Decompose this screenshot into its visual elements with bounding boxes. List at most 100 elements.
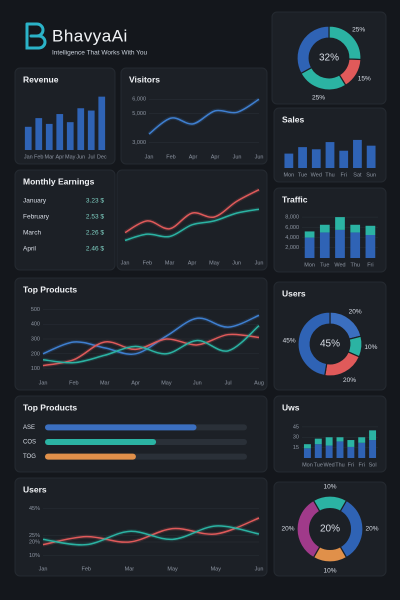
- bar: [325, 437, 333, 446]
- x-tick-label: Jun: [255, 260, 264, 266]
- bar: [24, 126, 32, 150]
- y-tick-label: 6,000: [132, 97, 146, 103]
- x-tick-label: Mon: [304, 262, 315, 268]
- line: [124, 208, 260, 242]
- x-tick-label: Feb: [143, 260, 152, 266]
- panel: [14, 169, 116, 271]
- bar: [358, 442, 366, 458]
- y-tick-label: 45%: [29, 506, 40, 512]
- bar: [314, 438, 322, 445]
- x-tick-label: Thu: [325, 172, 334, 178]
- bar: [358, 437, 366, 443]
- x-tick-label: Mar: [100, 380, 110, 386]
- panel: [273, 395, 387, 473]
- bar: [353, 139, 362, 168]
- x-tick-label: Fri: [348, 462, 354, 468]
- x-tick-label: Fri: [341, 172, 347, 178]
- x-tick-label: Wed: [324, 462, 335, 468]
- bar: [325, 142, 335, 168]
- x-tick-label: Thu: [350, 262, 359, 268]
- bar: [347, 446, 355, 458]
- x-tick-label: Apr: [189, 154, 198, 160]
- y-tick-label: 15: [293, 445, 299, 451]
- y-tick-label: 2,000: [285, 245, 299, 251]
- center-label: 32%: [319, 53, 339, 64]
- bar: [319, 224, 330, 233]
- chart-title: Traffic: [282, 194, 308, 204]
- value-label: 20%: [365, 526, 378, 533]
- chart-title: Users: [23, 484, 47, 494]
- line: [148, 98, 260, 135]
- row-label: January: [23, 198, 47, 205]
- x-tick-label: Aug: [254, 380, 264, 386]
- y-tick-label: 200: [31, 351, 40, 357]
- y-tick-label: 6,000: [285, 225, 299, 231]
- chart-title: Uws: [282, 402, 300, 412]
- row-label: April: [23, 246, 37, 253]
- x-tick-label: Feb: [81, 566, 90, 572]
- x-tick-label: Apr: [211, 154, 220, 160]
- x-tick-label: Jun: [193, 380, 202, 386]
- panel: [273, 281, 387, 391]
- panel: [120, 67, 268, 165]
- value-label: 25%: [352, 26, 365, 33]
- y-tick-label: 500: [31, 307, 40, 313]
- bar: [347, 440, 355, 447]
- x-tick-label: Sat: [353, 172, 362, 178]
- logo-icon: [25, 22, 47, 50]
- row-value: 2.46 $: [86, 246, 104, 253]
- donut-segment: [296, 25, 330, 75]
- bar: [335, 229, 345, 258]
- x-tick-label: Jul: [88, 154, 95, 160]
- row-value: 3.23 $: [86, 198, 104, 205]
- line: [42, 333, 260, 367]
- x-tick-label: Wed: [311, 172, 322, 178]
- x-tick-label: Mar: [125, 566, 135, 572]
- row-value: 2.26 $: [86, 230, 104, 237]
- bar: [77, 108, 85, 150]
- y-tick-label: 100: [31, 366, 40, 372]
- value-label: 10%: [323, 484, 336, 491]
- panel: [14, 395, 268, 473]
- y-tick-label: TOG: [23, 454, 36, 460]
- x-tick-label: Mar: [45, 154, 55, 160]
- panel: [271, 11, 387, 105]
- y-tick-label: ASE: [23, 425, 35, 431]
- bar: [56, 114, 64, 150]
- x-tick-label: Jun: [76, 154, 85, 160]
- x-tick-label: Jun: [233, 154, 242, 160]
- center-label: 20%: [320, 524, 340, 535]
- chart-title: Users: [282, 288, 306, 298]
- bar: [66, 122, 74, 150]
- bar: [314, 444, 322, 458]
- panel: [273, 481, 387, 577]
- x-tick-label: May: [161, 380, 172, 386]
- value-label: 20%: [349, 308, 362, 315]
- value-label: 45%: [283, 337, 296, 344]
- bar: [45, 424, 197, 431]
- x-tick-label: Jan: [39, 566, 48, 572]
- x-tick-label: Jun: [255, 154, 264, 160]
- row-value: 2.53 $: [86, 214, 104, 221]
- value-label: 25%: [312, 94, 325, 101]
- value-label: 20%: [343, 377, 356, 384]
- bar: [336, 437, 344, 442]
- bar: [303, 444, 311, 449]
- x-tick-label: Feb: [69, 380, 78, 386]
- bar: [325, 445, 333, 458]
- y-tick-label: 10%: [29, 553, 40, 559]
- x-tick-label: Jan: [121, 260, 130, 266]
- y-tick-label: 4,000: [285, 235, 299, 241]
- row-label: February: [23, 214, 50, 221]
- bar: [339, 150, 349, 168]
- x-tick-label: May: [167, 566, 178, 572]
- bar: [45, 123, 53, 150]
- bar: [369, 430, 377, 441]
- bar: [45, 453, 136, 460]
- bar: [335, 217, 345, 230]
- x-tick-label: Dec: [97, 154, 107, 160]
- bar: [87, 110, 95, 150]
- chart-title: Sales: [282, 114, 304, 124]
- bar: [304, 231, 315, 238]
